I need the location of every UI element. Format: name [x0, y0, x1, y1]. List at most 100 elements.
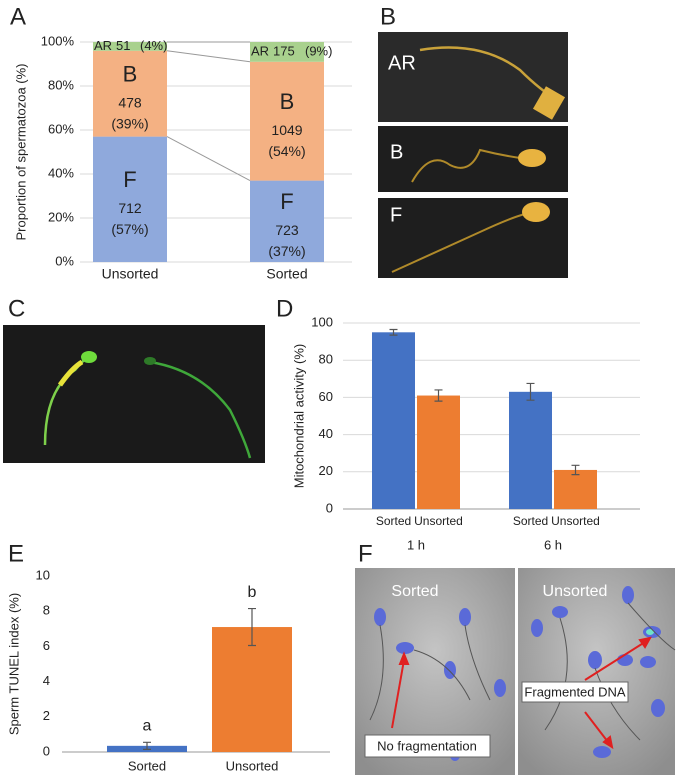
- segment-label: (4%): [140, 38, 167, 53]
- segment-count: 175: [273, 43, 295, 58]
- annotation: a: [143, 718, 152, 735]
- panel-c-image: [3, 325, 265, 463]
- segment-count: 51: [116, 38, 130, 53]
- bar-segment: [250, 180, 324, 262]
- sperm-head: [81, 351, 97, 363]
- y-tick-label: 4: [43, 673, 50, 688]
- sperm-head: [518, 149, 546, 167]
- y-tick-label: 8: [43, 603, 50, 618]
- error-bar: [571, 464, 580, 476]
- error-bar: [248, 607, 256, 647]
- x-tick-label: Unsorted: [226, 758, 279, 773]
- image-label: AR: [388, 52, 416, 74]
- bar-segment: [250, 61, 324, 181]
- image-label: Sorted: [391, 583, 438, 600]
- y-tick-label: 40: [319, 426, 333, 441]
- y-tick-label: 20: [319, 463, 333, 478]
- bar-label: Sorted: [513, 514, 548, 528]
- segment-label: (9%): [305, 43, 332, 58]
- panel-letter: F: [358, 540, 373, 567]
- panel-letter: C: [8, 295, 25, 322]
- x-tick-label: Sorted: [128, 758, 166, 773]
- sperm-midpiece: [57, 359, 84, 387]
- error-bar: [526, 382, 535, 401]
- x-tick-label: 1 h: [407, 537, 425, 552]
- tails: [369, 602, 676, 741]
- segment-count: 478: [118, 94, 142, 110]
- sperm: [149, 360, 252, 459]
- x-tick-label: Sorted: [266, 266, 307, 282]
- bar-segment: [93, 136, 167, 262]
- arrow-label: Fragmented DNA: [524, 684, 625, 699]
- segment-label: (37%): [268, 243, 305, 259]
- segment-name: F: [123, 167, 136, 192]
- y-tick-label: 10: [36, 567, 50, 582]
- bar: [417, 395, 460, 509]
- panel-letter: B: [380, 3, 396, 30]
- y-tick-label: 0%: [55, 253, 74, 268]
- segment-name: AR: [251, 43, 269, 58]
- y-tick-label: 0: [43, 743, 50, 758]
- y-tick-label: 80: [319, 352, 333, 367]
- panel-letter: E: [8, 540, 24, 567]
- sperm: [411, 148, 521, 183]
- image-label: F: [390, 204, 402, 226]
- bar: [554, 469, 597, 509]
- bar-label: Unsorted: [551, 514, 600, 528]
- bar-segment: [250, 42, 324, 62]
- bar: [372, 332, 415, 509]
- connector: [166, 50, 251, 63]
- y-tick-label: 0: [326, 500, 333, 515]
- bar-label: Unsorted: [414, 514, 463, 528]
- segment-count: 723: [275, 222, 299, 238]
- x-tick-label: Unsorted: [102, 266, 159, 282]
- y-tick-label: 20%: [48, 209, 74, 224]
- sperm-head: [522, 202, 550, 222]
- y-tick-label: 80%: [48, 77, 74, 92]
- y-tick-label: 60%: [48, 121, 74, 136]
- annotation: b: [248, 584, 257, 601]
- y-tick-label: 100%: [41, 33, 75, 48]
- panel-f-images: Sorted Unsorted No fragmentation Fragmen…: [355, 568, 676, 775]
- y-tick-label: 40%: [48, 165, 74, 180]
- y-tick-label: 6: [43, 638, 50, 653]
- segment-name: AR: [94, 38, 112, 53]
- segment-count: 1049: [271, 122, 302, 138]
- x-tick-label: 6 h: [544, 537, 562, 552]
- label-box: [364, 734, 491, 758]
- panel-letter: D: [276, 295, 293, 322]
- segment-label: (57%): [111, 221, 148, 237]
- arrows: [391, 636, 652, 750]
- arrow-label: No fragmentation: [377, 738, 477, 753]
- panel-letter: A: [10, 3, 26, 30]
- error-bar: [143, 741, 151, 750]
- bar-segment: [93, 50, 167, 137]
- error-bar: [389, 328, 398, 336]
- segment-name: B: [123, 62, 138, 87]
- bar-segment: [93, 42, 167, 51]
- y-tick-label: 60: [319, 389, 333, 404]
- fragmented-dna: [646, 629, 654, 635]
- micrograph: [3, 325, 265, 463]
- image-label: B: [390, 141, 403, 163]
- segment-count: 712: [118, 200, 142, 216]
- y-tick-label: 2: [43, 708, 50, 723]
- y-axis-label: Proportion of spermatozoa (%): [13, 63, 28, 240]
- sperm-head: [144, 357, 156, 365]
- segment-name: F: [280, 189, 293, 214]
- bar-label: Sorted: [376, 514, 411, 528]
- segment-label: (54%): [268, 143, 305, 159]
- segment-label: (39%): [111, 115, 148, 131]
- y-axis-label: Sperm TUNEL index (%): [6, 593, 21, 735]
- y-tick-label: 100: [311, 314, 333, 329]
- error-bar: [434, 389, 443, 402]
- segment-name: B: [280, 89, 295, 114]
- label-box: [521, 681, 629, 703]
- sperm-head: [532, 86, 566, 120]
- y-axis-label: Mitochondrial activity (%): [291, 344, 306, 489]
- bar: [509, 391, 552, 509]
- sperm: [391, 213, 526, 273]
- image-label: Unsorted: [543, 583, 608, 600]
